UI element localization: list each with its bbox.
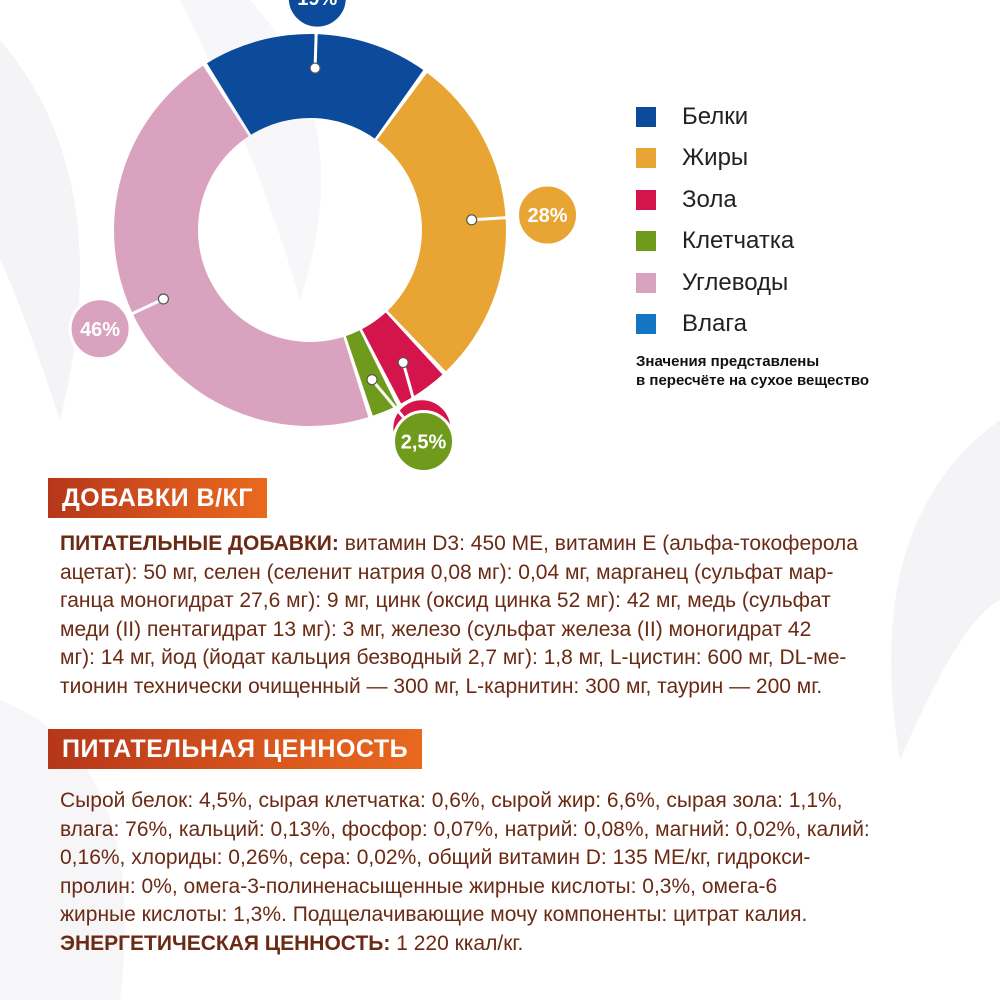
legend-swatch bbox=[636, 314, 656, 335]
callout-dot bbox=[309, 62, 321, 74]
value-bubble bbox=[392, 409, 456, 473]
nutrition-line: влага: 76%, кальций: 0,13%, фосфор: 0,07… bbox=[60, 817, 870, 841]
value-bubble bbox=[516, 183, 580, 247]
donut-callouts: 19%28%4,5%2,5%46% bbox=[68, 0, 580, 473]
data-label: 46% bbox=[80, 319, 120, 341]
additives-lead: ПИТАТЕЛЬНЫЕ ДОБАВКИ: bbox=[60, 532, 339, 555]
donut-slice-Углеводы bbox=[113, 65, 369, 426]
legend-label: Белки bbox=[682, 102, 749, 130]
legend-item-kletchatka: Клетчатка bbox=[636, 221, 794, 263]
legend-item-zola: Зола bbox=[636, 179, 794, 221]
legend-item-zhiry: Жиры bbox=[636, 138, 794, 180]
nutrition-line: 0,16%, хлориды: 0,26%, сера: 0,02%, общи… bbox=[60, 846, 811, 870]
data-label: 28% bbox=[528, 205, 568, 227]
callout-dot bbox=[157, 293, 170, 305]
additives-line: тионин технически очищенный — 300 мг, L-… bbox=[60, 674, 823, 698]
value-bubble bbox=[285, 0, 349, 30]
legend-swatch bbox=[636, 272, 656, 293]
legend-item-uglevody: Углеводы bbox=[636, 262, 794, 304]
data-label: 2,5% bbox=[401, 431, 447, 453]
legend-label: Клетчатка bbox=[682, 227, 795, 255]
additives-section-title: ДОБАВКИ В/КГ bbox=[48, 478, 267, 518]
callout-dot bbox=[466, 214, 478, 226]
energy-value: 1 220 ккал/кг. bbox=[390, 931, 524, 955]
legend-label: Жиры bbox=[682, 144, 749, 172]
legend-swatch bbox=[636, 106, 656, 127]
legend-item-belki: Белки bbox=[636, 96, 794, 138]
additives-line-text: витамин D3: 450 МЕ, витамин Е (альфа-ток… bbox=[338, 532, 858, 555]
value-bubble bbox=[68, 297, 132, 361]
additives-text: ПИТАТЕЛЬНЫЕ ДОБАВКИ: витамин D3: 450 МЕ,… bbox=[60, 530, 960, 702]
chart-note-line: в пересчёте на сухое вещество bbox=[636, 372, 870, 389]
energy-line: ЭНЕРГЕТИЧЕСКАЯ ЦЕННОСТЬ: 1 220 ккал/кг. bbox=[60, 930, 960, 959]
legend-label: Влага bbox=[682, 310, 747, 338]
nutrition-text: Сырой белок: 4,5%, сырая клетчатка: 0,6%… bbox=[60, 787, 960, 959]
legend-label: Углеводы bbox=[682, 268, 789, 296]
additives-line: ацетат): 50 мг, селен (селенит натрия 0,… bbox=[60, 560, 834, 584]
nutrition-line: жирные кислоты: 1,3%. Подщелачивающие мо… bbox=[60, 903, 808, 927]
energy-lead: ЭНЕРГЕТИЧЕСКАЯ ЦЕННОСТЬ: bbox=[60, 931, 391, 955]
nutrient-donut-chart: 19%28%4,5%2,5%46% bbox=[68, 0, 580, 473]
nutrition-section-title: ПИТАТЕЛЬНАЯ ЦЕННОСТЬ bbox=[48, 729, 423, 769]
callout-dot bbox=[366, 374, 378, 386]
legend-swatch bbox=[636, 231, 656, 252]
legend-item-vlaga: Влага bbox=[636, 304, 794, 346]
donut-slice-Белки bbox=[206, 33, 424, 139]
legend-swatch bbox=[636, 189, 656, 210]
donut-slices bbox=[113, 33, 506, 426]
legend-swatch bbox=[636, 148, 656, 169]
additives-line: меди (II) пентагидрат 13 мг): 3 мг, желе… bbox=[60, 617, 812, 641]
legend-label: Зола bbox=[682, 185, 737, 213]
callout-dot bbox=[397, 356, 409, 369]
additives-line: ганца моногидрат 27,6 мг): 9 мг, цинк (о… bbox=[60, 589, 831, 613]
additives-line: ПИТАТЕЛЬНЫЕ ДОБАВКИ: витамин D3: 450 МЕ,… bbox=[60, 530, 960, 559]
data-label: 19% bbox=[297, 0, 337, 10]
donut-slice-Жиры bbox=[376, 72, 506, 372]
nutrition-line: Сырой белок: 4,5%, сырая клетчатка: 0,6%… bbox=[60, 789, 843, 812]
chart-legend: Белки Жиры Зола Клетчатка Углеводы Влага bbox=[636, 96, 794, 345]
chart-note: Значения представлены в пересчёте на сух… bbox=[636, 352, 869, 390]
additives-line: мг): 14 мг, йод (йодат кальция безводный… bbox=[60, 646, 847, 670]
nutrition-line: пролин: 0%, омега-3-полиненасыщенные жир… bbox=[60, 874, 778, 898]
chart-note-line: Значения представлены bbox=[636, 353, 820, 370]
